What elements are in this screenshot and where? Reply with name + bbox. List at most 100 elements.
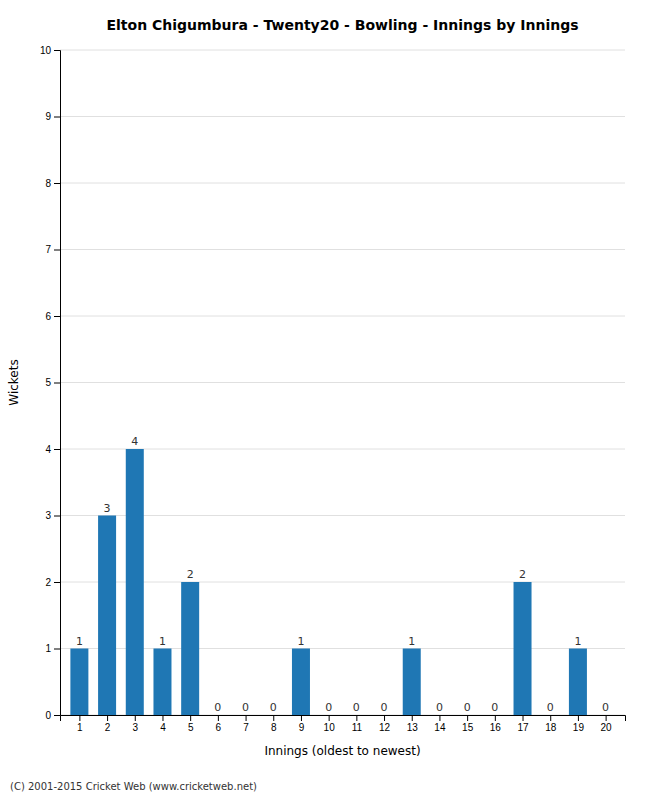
- y-tick: 5: [45, 377, 60, 388]
- bar: [403, 649, 421, 716]
- y-tick-label: 5: [45, 377, 51, 388]
- x-tick-mark: [356, 715, 357, 721]
- x-tick-label: 18: [545, 722, 557, 733]
- x-tick-label: 9: [299, 722, 305, 733]
- x-tick-label: 17: [517, 722, 529, 733]
- bar: [209, 715, 227, 716]
- x-tick: 15: [462, 715, 474, 733]
- data-label: 1: [408, 635, 415, 648]
- x-axis-line: [61, 716, 626, 722]
- y-tick: 6: [45, 311, 60, 322]
- x-tick: 18: [545, 715, 557, 733]
- plot-area: 1341200010001000201012345678910111213141…: [40, 45, 626, 733]
- x-tick-mark: [384, 715, 385, 721]
- y-tick-label: 4: [45, 444, 51, 455]
- x-tick: 10: [324, 715, 336, 733]
- x-tick: 6: [216, 715, 222, 733]
- y-tick-label: 6: [45, 311, 51, 322]
- y-axis-line: [54, 51, 61, 716]
- bar: [569, 649, 587, 716]
- y-tick-mark: [54, 183, 60, 184]
- x-axis-title: Innings (oldest to newest): [264, 744, 420, 758]
- x-tick-mark: [190, 715, 191, 721]
- x-tick-label: 12: [379, 722, 391, 733]
- data-label: 0: [214, 701, 221, 714]
- y-tick-mark: [54, 582, 60, 583]
- grid-line: [60, 582, 625, 583]
- grid-line: [60, 515, 625, 516]
- bar: [541, 715, 559, 716]
- x-tick: 17: [517, 715, 529, 733]
- y-tick: 8: [45, 178, 60, 189]
- grid-line: [60, 116, 625, 117]
- data-label: 1: [297, 635, 304, 648]
- x-tick-label: 19: [573, 722, 585, 733]
- data-labels: 13412000100010002010: [76, 435, 609, 714]
- y-tick-label: 2: [45, 577, 51, 588]
- bar: [237, 715, 255, 716]
- bar: [430, 715, 448, 716]
- bars: [70, 449, 587, 715]
- data-label: 1: [76, 635, 83, 648]
- x-tick-mark: [162, 715, 163, 721]
- x-tick-label: 6: [216, 722, 222, 733]
- y-tick-mark: [54, 649, 60, 650]
- y-tick-label: 9: [45, 111, 51, 122]
- bar: [264, 715, 282, 716]
- x-tick-mark: [135, 715, 136, 721]
- x-tick-mark: [273, 715, 274, 721]
- y-tick-mark: [54, 715, 60, 716]
- x-tick: 13: [407, 715, 419, 733]
- x-tick: 14: [434, 715, 446, 733]
- x-tick: 4: [160, 715, 166, 733]
- data-label: 3: [104, 502, 111, 515]
- data-label: 0: [353, 701, 360, 714]
- data-label: 0: [381, 701, 388, 714]
- y-tick-label: 7: [45, 244, 51, 255]
- y-tick-mark: [54, 449, 60, 450]
- y-tick: 10: [40, 45, 60, 56]
- x-tick-label: 2: [105, 722, 111, 733]
- x-tick-mark: [523, 715, 524, 721]
- x-tick: 8: [271, 715, 277, 733]
- bar: [126, 449, 144, 715]
- x-tick-label: 16: [490, 722, 502, 733]
- x-tick-label: 5: [188, 722, 194, 733]
- footer: (C) 2001-2015 Cricket Web (www.cricketwe…: [10, 781, 257, 792]
- x-tick: 20: [601, 715, 613, 733]
- data-label: 0: [325, 701, 332, 714]
- data-label: 0: [602, 701, 609, 714]
- bar: [458, 715, 476, 716]
- bar: [292, 649, 310, 716]
- x-tick: 3: [132, 715, 138, 733]
- data-label: 0: [491, 701, 498, 714]
- y-tick-mark: [54, 516, 60, 517]
- x-tick-mark: [107, 715, 108, 721]
- x-tick-label: 4: [160, 722, 166, 733]
- x-tick: 11: [352, 715, 363, 733]
- grid-line: [60, 449, 625, 450]
- x-tick-mark: [218, 715, 219, 721]
- grid-line: [60, 316, 625, 317]
- y-axis: 0 1 2 3 4 5 6 7 8 9 10: [40, 45, 61, 721]
- grid-line: [60, 50, 625, 51]
- y-tick: 1: [45, 643, 60, 654]
- data-label: 1: [159, 635, 166, 648]
- x-tick-label: 3: [132, 722, 138, 733]
- x-tick-mark: [467, 715, 468, 721]
- x-tick-mark: [412, 715, 413, 721]
- bar: [70, 649, 88, 716]
- y-tick-mark: [54, 383, 60, 384]
- x-tick: 2: [105, 715, 111, 733]
- chart: 1341200010001000201012345678910111213141…: [0, 0, 650, 800]
- x-tick: 9: [299, 715, 305, 733]
- x-tick-mark: [439, 715, 440, 721]
- bar: [98, 516, 116, 716]
- x-tick-mark: [550, 715, 551, 721]
- grid-line: [60, 648, 625, 649]
- x-tick-label: 15: [462, 722, 474, 733]
- x-tick: 1: [77, 715, 83, 733]
- x-tick: 16: [490, 715, 502, 733]
- y-tick-label: 3: [45, 510, 51, 521]
- y-tick-label: 0: [45, 710, 51, 721]
